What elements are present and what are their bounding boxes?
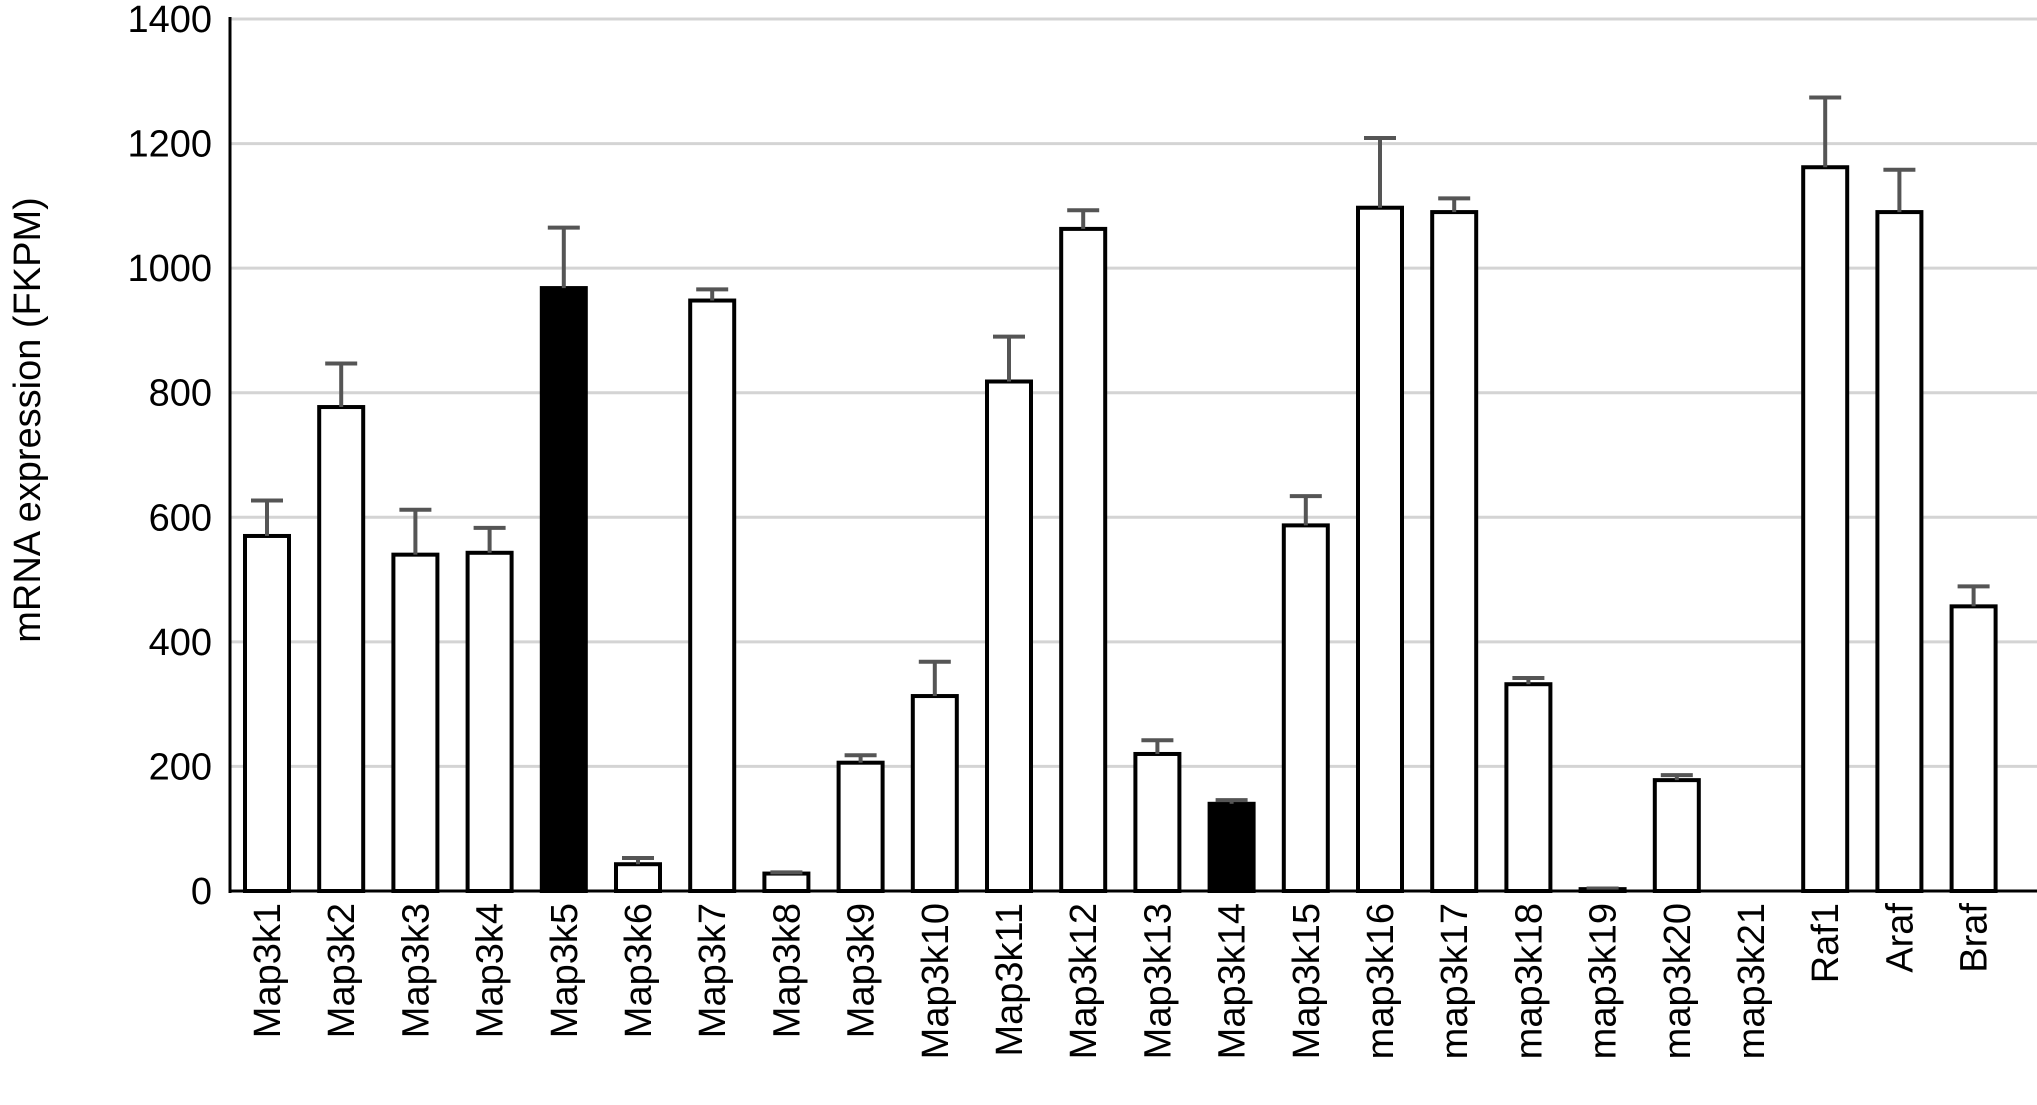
bar-map3k17: [1430, 210, 1479, 894]
error-bar-map3k2: [325, 361, 358, 408]
category-label-map3k1: Map3k1: [247, 903, 289, 1038]
error-bar-araf: [1883, 167, 1916, 213]
bar-map3k15: [1281, 523, 1330, 894]
error-bar-map3k13: [1141, 738, 1174, 754]
y-tick-labels: 0 200 400 600 800 1000 1200 1400: [127, 0, 212, 913]
bar-map3k9: [836, 760, 885, 893]
category-label-map3k21: map3k21: [1731, 903, 1773, 1059]
bar-map3k12: [1059, 226, 1108, 894]
y-tick-label: 0: [191, 871, 212, 913]
category-label-map3k18: map3k18: [1508, 903, 1550, 1059]
category-label-map3k5: Map3k5: [544, 903, 586, 1038]
bar-map3k18: [1504, 682, 1553, 893]
bar-map3k7: [688, 298, 737, 893]
error-bar-braf: [1957, 584, 1990, 607]
error-bar-map3k16: [1364, 135, 1396, 208]
error-bar-map3k6: [622, 855, 654, 865]
category-label-map3k3: Map3k3: [395, 903, 437, 1038]
error-bar-map3k10: [918, 659, 951, 697]
y-tick-label: 200: [149, 746, 212, 788]
error-bar-map3k17: [1438, 196, 1471, 213]
error-bar-map3k20: [1660, 773, 1693, 781]
category-label-raf1: Raf1: [1805, 903, 1847, 983]
bar-map3k11: [985, 379, 1033, 893]
error-bar-map3k4: [473, 525, 506, 553]
category-label-map3k4: Map3k4: [470, 903, 512, 1038]
bar-map3k8: [762, 871, 811, 893]
y-axis-label: mRNA expression (FKPM): [7, 197, 49, 643]
category-label-map3k10: Map3k10: [915, 903, 957, 1059]
bar-map3k16: [1356, 205, 1404, 893]
bar-map3k3: [391, 552, 440, 894]
category-label-map3k8: Map3k8: [766, 903, 808, 1038]
category-label-map3k17: map3k17: [1434, 903, 1476, 1059]
category-label-map3k16: map3k16: [1360, 903, 1402, 1059]
bar-map3k2: [317, 405, 366, 893]
error-bar-map3k11: [993, 334, 1025, 382]
bar-map3k14: [1207, 801, 1256, 893]
category-label-map3k13: Map3k13: [1137, 903, 1179, 1059]
axes: [228, 17, 2037, 893]
y-tick-label: 800: [149, 373, 212, 415]
category-label-braf: Braf: [1954, 903, 1996, 973]
category-label-map3k20: map3k20: [1657, 903, 1699, 1059]
category-label-map3k14: Map3k14: [1212, 903, 1254, 1059]
error-bar-map3k12: [1067, 208, 1100, 229]
bar-araf: [1875, 210, 1924, 894]
y-tick-label: 600: [149, 497, 212, 539]
bar-map3k20: [1652, 778, 1701, 893]
error-bar-map3k3: [399, 507, 432, 555]
category-label-map3k9: Map3k9: [841, 903, 883, 1038]
bar-map3k10: [910, 694, 959, 893]
bar-braf: [1949, 604, 1998, 894]
y-tick-label: 1400: [127, 0, 212, 41]
category-label-map3k11: Map3k11: [989, 903, 1031, 1057]
error-bar-map3k18: [1512, 675, 1545, 685]
category-label-map3k2: Map3k2: [321, 903, 363, 1038]
x-category-labels: Map3k1 Map3k2 Map3k3 Map3k4 Map3k5 Map3k6 Map3…: [247, 903, 1996, 1060]
gridlines: [230, 17, 2037, 768]
error-bar-map3k15: [1289, 494, 1322, 526]
category-label-map3k15: Map3k15: [1286, 903, 1328, 1059]
error-bar-map3k8: [770, 870, 803, 875]
error-bar-map3k14: [1215, 798, 1248, 804]
error-bar-map3k9: [844, 753, 877, 763]
bar-map3k5: [539, 286, 588, 893]
bar-map3k13: [1133, 751, 1182, 893]
category-label-map3k19: map3k19: [1583, 903, 1625, 1059]
bar-map3k1: [243, 533, 291, 893]
bar-raf1: [1801, 165, 1850, 894]
bar-map3k4: [465, 550, 514, 893]
y-tick-label: 400: [149, 622, 212, 664]
category-label-map3k6: Map3k6: [618, 903, 660, 1038]
category-label-map3k12: Map3k12: [1063, 903, 1105, 1059]
error-bar-map3k7: [696, 287, 729, 301]
bar-map3k6: [614, 862, 662, 894]
y-tick-label: 1200: [127, 124, 212, 166]
bars: [243, 165, 1998, 894]
y-tick-label: 1000: [127, 248, 212, 290]
category-label-araf: Araf: [1879, 903, 1921, 973]
error-bar-raf1: [1809, 95, 1842, 168]
category-label-map3k7: Map3k7: [692, 903, 734, 1038]
error-bar-map3k19: [1586, 886, 1619, 891]
error-bar-map3k5: [547, 225, 580, 289]
error-bars: [251, 95, 1990, 891]
error-bar-map3k1: [251, 498, 283, 536]
